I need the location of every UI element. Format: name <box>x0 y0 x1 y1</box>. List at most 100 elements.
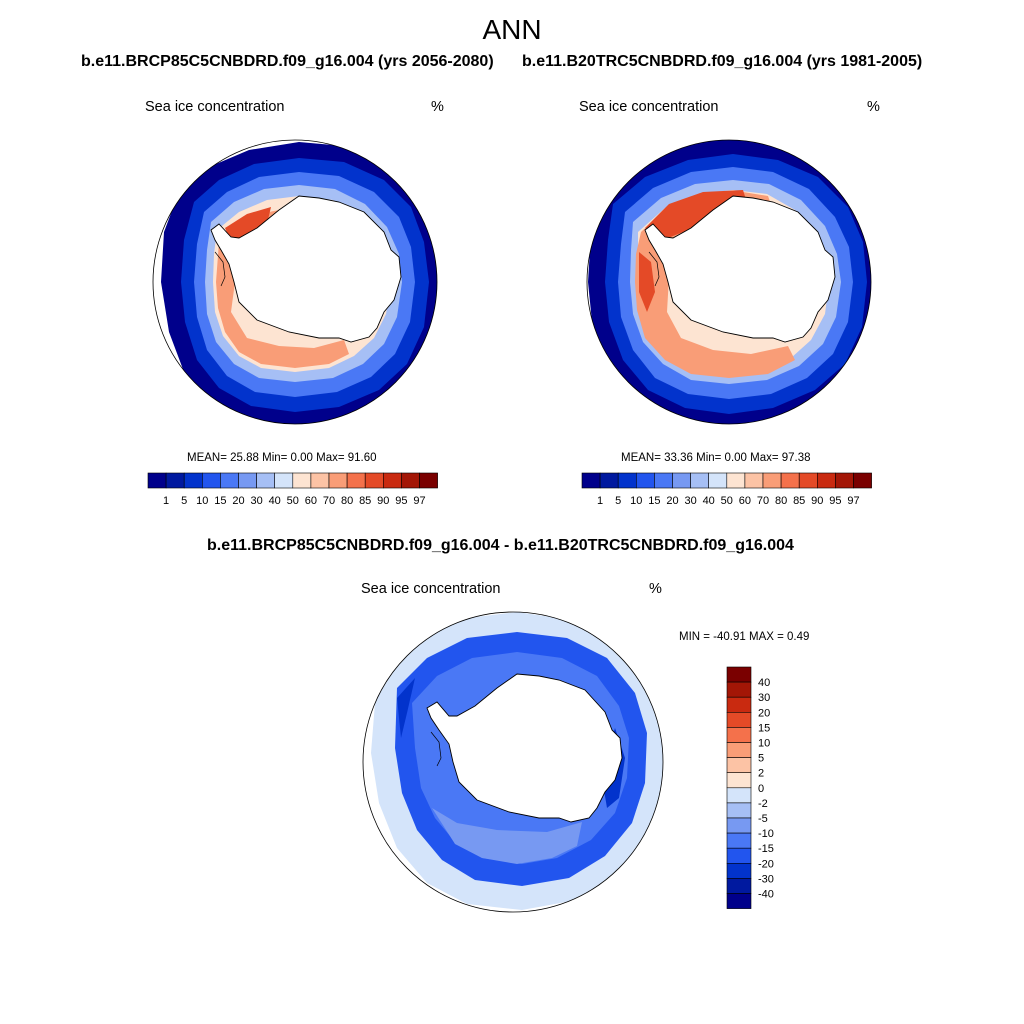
panel-1-colorbar-swatch <box>328 472 348 489</box>
panel-1-colorbar-tick-label: 1 <box>163 495 169 507</box>
panel-1-colorbar-tick-label: 85 <box>359 495 371 507</box>
diff-colorbar-tick-label: 30 <box>758 692 770 704</box>
diff-colorbar-tick-label: 20 <box>758 707 770 719</box>
panel-1-colorbar-swatch <box>310 472 330 489</box>
panel-2-colorbar-tick-label: 85 <box>793 495 805 507</box>
diff-colorbar-tick-label: -2 <box>758 798 768 810</box>
panel-2-colorbar-swatch <box>581 472 601 489</box>
panel-2-variable-label: Sea ice concentration <box>579 99 719 115</box>
panel-1-colorbar-swatch <box>220 472 239 489</box>
panel-1-colorbar-tick-label: 15 <box>214 495 226 507</box>
diff-colorbar-swatch <box>726 666 752 683</box>
panel-1-colorbar-tick-label: 40 <box>269 495 281 507</box>
diff-colorbar-tick-label: -5 <box>758 813 768 825</box>
panel-1-colorbar-swatch <box>346 472 366 489</box>
panel-1-colorbar-swatch <box>274 472 294 489</box>
panel-2-colorbar-tick-label: 97 <box>847 495 859 507</box>
panel-2-colorbar-swatch <box>798 472 818 489</box>
panel-1-colorbar-swatch <box>238 472 257 489</box>
diff-colorbar-tick-label: -30 <box>758 873 774 885</box>
diff-panel-stats: MIN = -40.91 MAX = 0.49 <box>679 631 810 643</box>
panel-2-colorbar-tick-label: 20 <box>666 495 678 507</box>
diff-colorbar-swatch <box>726 832 752 849</box>
panel-2-colorbar-swatch <box>817 472 836 489</box>
panel-2-colorbar-tick-label: 40 <box>703 495 715 507</box>
panel-1-colorbar-tick-label: 5 <box>181 495 187 507</box>
diff-panel-variable-label: Sea ice concentration <box>361 581 501 597</box>
panel-1-colorbar-swatch <box>383 472 402 489</box>
panel-1-colorbar-swatch <box>165 472 185 489</box>
panel-1-colorbar-tick-label: 70 <box>323 495 335 507</box>
panel-1-header: b.e11.BRCP85C5CNBDRD.f09_g16.004 (yrs 20… <box>81 53 494 70</box>
panel-2-colorbar-tick-label: 90 <box>811 495 823 507</box>
diff-colorbar-swatch <box>726 878 752 894</box>
panel-1-colorbar-swatch <box>256 472 275 489</box>
panel-2-colorbar-swatch <box>708 472 728 489</box>
diff-colorbar-swatch <box>726 757 752 773</box>
panel-2-colorbar: 1 5 10 15 20 30 40 50 60 70 80 85 90 95 97 <box>581 472 872 507</box>
diff-colorbar-swatch <box>726 681 752 698</box>
panel-1-colorbar-swatch <box>147 472 167 489</box>
panel-2-colorbar-tick-label: 70 <box>757 495 769 507</box>
panel-2-colorbar-swatch <box>635 472 655 489</box>
diff-colorbar-tick-label: 10 <box>758 738 770 750</box>
panel-1-colorbar: 1 5 10 15 20 30 40 50 60 70 80 85 90 95 97 <box>147 472 438 507</box>
diff-colorbar-tick-label: -15 <box>758 843 774 855</box>
diff-colorbar-swatch <box>726 696 752 713</box>
panel-2-colorbar-swatch <box>780 472 800 489</box>
diff-colorbar-tick-label: 2 <box>758 768 764 780</box>
panel-1-colorbar-tick-label: 30 <box>250 495 262 507</box>
panel-2-header: b.e11.B20TRC5CNBDRD.f09_g16.004 (yrs 198… <box>522 53 923 70</box>
panel-2-colorbar-tick-label: 80 <box>775 495 787 507</box>
diff-colorbar-tick-label: -20 <box>758 858 774 870</box>
diff-colorbar-swatch <box>726 772 752 789</box>
diff-colorbar-swatch <box>726 711 752 728</box>
diff-colorbar-tick-label: 0 <box>758 783 764 795</box>
panel-1-units-label: % <box>431 99 444 115</box>
diff-colorbar-swatch <box>726 893 752 909</box>
panel-2-colorbar-tick-label: 50 <box>721 495 733 507</box>
diff-panel-units-label: % <box>649 581 662 597</box>
panel-1-variable-label: Sea ice concentration <box>145 99 285 115</box>
panel-1-colorbar-swatch <box>401 472 420 489</box>
panel-2-colorbar-swatch <box>726 472 746 489</box>
diff-map <box>362 611 664 913</box>
panel-1-colorbar-tick-label: 50 <box>287 495 299 507</box>
panel-1-colorbar-tick-label: 90 <box>377 495 389 507</box>
panel-2-colorbar-swatch <box>853 472 872 489</box>
panel-2-colorbar-tick-label: 15 <box>648 495 660 507</box>
panel-1-map <box>152 139 438 425</box>
panel-2-colorbar-swatch <box>744 472 764 489</box>
diff-colorbar-tick-label: 15 <box>758 722 770 734</box>
diff-colorbar-tick-label: 5 <box>758 753 764 765</box>
diff-colorbar-swatch <box>726 863 752 879</box>
panel-1-colorbar-tick-label: 10 <box>196 495 208 507</box>
panel-2-map <box>586 139 872 425</box>
panel-2-colorbar-tick-label: 95 <box>829 495 841 507</box>
panel-1-colorbar-swatch <box>419 472 438 489</box>
plot-title: ANN <box>482 14 542 45</box>
panel-2-colorbar-tick-label: 5 <box>615 495 621 507</box>
diff-colorbar-swatch <box>726 817 752 834</box>
diff-colorbar-tick-label: -40 <box>758 889 774 901</box>
panel-1-colorbar-swatch <box>364 472 384 489</box>
panel-2-colorbar-swatch <box>690 472 709 489</box>
diff-colorbar-swatch <box>726 727 752 743</box>
panel-2-colorbar-swatch <box>599 472 619 489</box>
panel-1-colorbar-tick-label: 80 <box>341 495 353 507</box>
panel-1-stats: MEAN= 25.88 Min= 0.00 Max= 91.60 <box>187 452 377 464</box>
panel-2-colorbar-tick-label: 1 <box>597 495 603 507</box>
panel-1-colorbar-swatch <box>201 472 221 489</box>
panel-2-units-label: % <box>867 99 880 115</box>
panel-2-colorbar-tick-label: 10 <box>630 495 642 507</box>
panel-2-colorbar-swatch <box>672 472 691 489</box>
panel-1-colorbar-swatch <box>292 472 312 489</box>
panel-2-colorbar-swatch <box>617 472 637 489</box>
diff-colorbar-swatch <box>726 742 752 758</box>
panel-2-colorbar-swatch <box>762 472 782 489</box>
panel-2-colorbar-tick-label: 30 <box>684 495 696 507</box>
diff-colorbar-swatch <box>726 802 752 819</box>
diff-colorbar-tick-label: 40 <box>758 677 770 689</box>
panel-1-colorbar-tick-label: 60 <box>305 495 317 507</box>
diff-colorbar-tick-label: -10 <box>758 828 774 840</box>
